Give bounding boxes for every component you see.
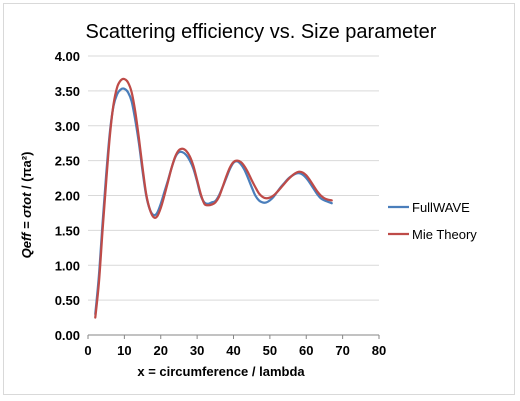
legend-label: Mie Theory — [412, 227, 477, 242]
y-tick-label: 0.00 — [55, 328, 80, 343]
x-tick-label: 80 — [372, 343, 386, 358]
legend: FullWAVE Mie Theory — [388, 200, 477, 242]
y-tick-label: 1.50 — [55, 223, 80, 238]
x-tick-label: 0 — [84, 343, 91, 358]
y-tick-label: 4.00 — [55, 49, 80, 64]
y-tick-label: 3.50 — [55, 84, 80, 99]
x-tick-label: 40 — [226, 343, 240, 358]
y-axis-label-rest: / (πa²) — [19, 152, 34, 193]
x-tick-label: 70 — [335, 343, 349, 358]
series-line-fullwave — [94, 87, 333, 316]
x-axis-label: x = circumference / lambda — [137, 364, 305, 379]
y-tick-labels: 0.00 0.50 1.00 1.50 2.00 2.50 3.00 3.50 4.00 — [55, 49, 80, 343]
series-line-mie-theory — [94, 77, 333, 319]
x-tick-label: 60 — [299, 343, 313, 358]
legend-label: FullWAVE — [412, 200, 470, 215]
y-tick-label: 2.00 — [55, 189, 80, 204]
x-tick-label: 20 — [154, 343, 168, 358]
series-layer — [94, 77, 333, 319]
x-tick-label: 10 — [117, 343, 131, 358]
y-tick-label: 3.00 — [55, 119, 80, 134]
y-axis-label: Qeff = σtot / (πa²) — [19, 152, 34, 259]
x-tick-label: 50 — [263, 343, 277, 358]
y-axis-label-italic: Qeff = σtot — [19, 192, 34, 258]
chart-frame: Scattering efficiency vs. Size parameter… — [3, 3, 515, 395]
y-tick-label: 0.50 — [55, 293, 80, 308]
y-tick-label: 2.50 — [55, 154, 80, 169]
chart-title: Scattering efficiency vs. Size parameter — [86, 21, 437, 43]
x-tick-label: 30 — [190, 343, 204, 358]
chart-svg: Scattering efficiency vs. Size parameter… — [19, 21, 477, 379]
y-tick-label: 1.00 — [55, 258, 80, 273]
x-tick-labels: 0 10 20 30 40 50 60 70 80 — [84, 335, 386, 358]
